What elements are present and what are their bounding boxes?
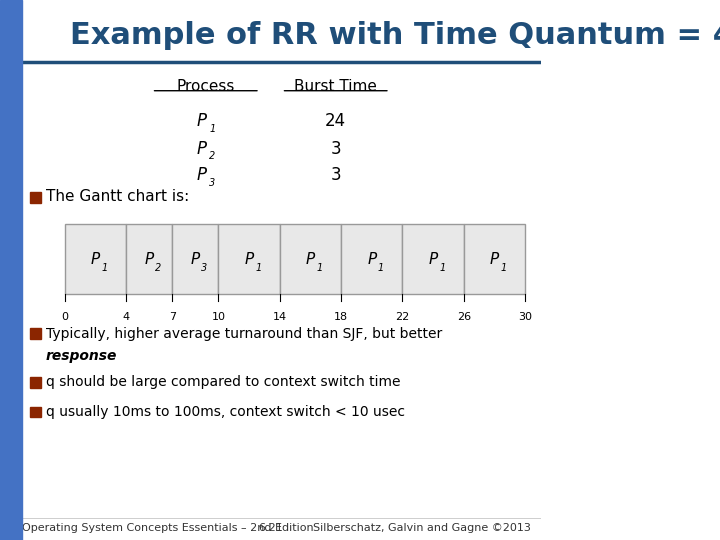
Text: 22: 22	[395, 312, 410, 322]
Text: 30: 30	[518, 312, 532, 322]
Text: 1: 1	[317, 263, 323, 273]
Text: 1: 1	[439, 263, 446, 273]
Bar	[172, 224, 218, 294]
Text: 24: 24	[325, 112, 346, 131]
Text: P: P	[145, 252, 154, 267]
Text: 6.21: 6.21	[258, 523, 283, 533]
Text: Operating System Concepts Essentials – 2nd Edition: Operating System Concepts Essentials – 2…	[22, 523, 313, 533]
Bar	[65, 224, 126, 294]
Text: P: P	[197, 139, 207, 158]
Text: P: P	[191, 252, 200, 267]
Bar	[126, 224, 172, 294]
Text: response: response	[46, 349, 117, 363]
Text: P: P	[306, 252, 315, 267]
Text: 2: 2	[209, 151, 215, 160]
Text: 3: 3	[330, 166, 341, 185]
Text: P: P	[91, 252, 100, 267]
Text: P: P	[490, 252, 499, 267]
Text: 3: 3	[209, 178, 215, 187]
Text: 18: 18	[334, 312, 348, 322]
Text: The Gantt chart is:: The Gantt chart is:	[46, 189, 189, 204]
Text: 0: 0	[61, 312, 68, 322]
Text: 2: 2	[156, 263, 162, 273]
Text: P: P	[197, 112, 207, 131]
Text: 14: 14	[273, 312, 287, 322]
Text: 26: 26	[456, 312, 471, 322]
Text: Silberschatz, Galvin and Gagne ©2013: Silberschatz, Galvin and Gagne ©2013	[312, 523, 531, 533]
Bar	[280, 224, 341, 294]
Text: Typically, higher average turnaround than SJF, but better: Typically, higher average turnaround tha…	[46, 327, 442, 341]
Text: Process: Process	[176, 79, 235, 94]
Bar	[30, 407, 40, 417]
Bar	[341, 224, 402, 294]
Text: 1: 1	[378, 263, 384, 273]
Bar	[402, 224, 464, 294]
Text: P: P	[197, 166, 207, 185]
Text: P: P	[245, 252, 253, 267]
Text: 3: 3	[202, 263, 207, 273]
Bar	[30, 192, 40, 202]
Text: Example of RR with Time Quantum = 4: Example of RR with Time Quantum = 4	[71, 21, 720, 50]
Text: 10: 10	[212, 312, 225, 322]
Text: 1: 1	[102, 263, 108, 273]
Text: 1: 1	[500, 263, 507, 273]
Text: Burst Time: Burst Time	[294, 79, 377, 94]
Text: 3: 3	[330, 139, 341, 158]
Bar	[30, 377, 40, 388]
Text: q should be large compared to context switch time: q should be large compared to context sw…	[46, 375, 400, 389]
Text: 7: 7	[168, 312, 176, 322]
Bar	[30, 328, 40, 339]
Text: 1: 1	[255, 263, 261, 273]
Text: P: P	[428, 252, 438, 267]
Bar	[218, 224, 280, 294]
Text: q usually 10ms to 100ms, context switch < 10 usec: q usually 10ms to 100ms, context switch …	[46, 405, 405, 419]
Bar	[464, 224, 525, 294]
Text: 4: 4	[123, 312, 130, 322]
Text: 1: 1	[209, 124, 215, 133]
Text: P: P	[367, 252, 377, 267]
